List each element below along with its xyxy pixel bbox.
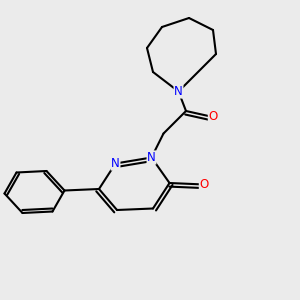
Text: O: O: [208, 110, 217, 124]
Text: N: N: [174, 85, 183, 98]
Text: N: N: [147, 151, 156, 164]
Text: O: O: [200, 178, 208, 191]
Text: N: N: [111, 157, 120, 170]
